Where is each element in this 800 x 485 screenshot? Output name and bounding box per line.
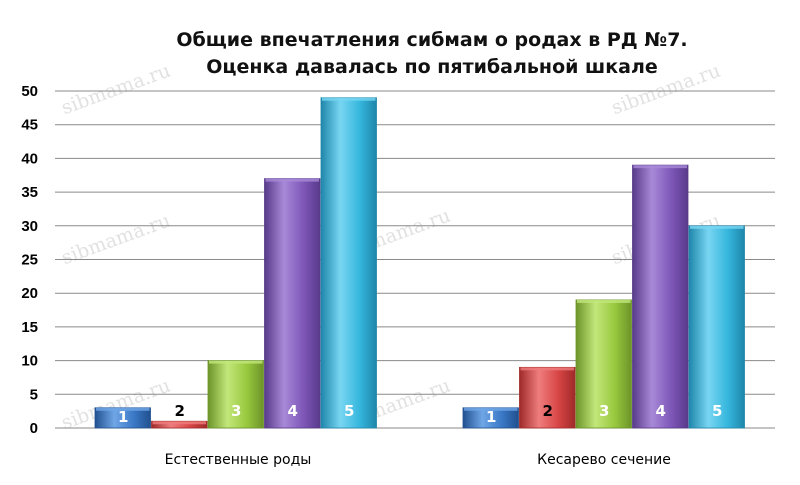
chart-title-line-1: Общие впечатления сибмам о родах в РД №7… bbox=[176, 29, 687, 51]
chart-title-line-2: Оценка давалась по пятибальной шкале bbox=[206, 56, 658, 78]
data-label-cesarean-2: 2 bbox=[543, 402, 553, 420]
data-label-natural-2: 2 bbox=[175, 402, 185, 420]
bar-top-highlight bbox=[265, 178, 319, 182]
data-label-natural-1: 1 bbox=[118, 408, 128, 426]
data-label-natural-3: 3 bbox=[231, 402, 241, 420]
y-tick-label-30: 30 bbox=[21, 218, 38, 235]
y-tick-label-10: 10 bbox=[21, 353, 38, 370]
x-category-label-1: Кесарево сечение bbox=[537, 452, 671, 468]
x-axis-categories: Естественные роды Кесарево сечение bbox=[165, 452, 671, 468]
data-label-natural-4: 4 bbox=[288, 402, 298, 420]
y-tick-label-5: 5 bbox=[30, 386, 38, 403]
bar-top-highlight bbox=[577, 299, 631, 303]
bar-cesarean-score-3 bbox=[575, 299, 632, 429]
x-category-label-0: Естественные роды bbox=[165, 452, 312, 468]
bar-top-highlight bbox=[633, 165, 687, 169]
bar-cesarean-score-5 bbox=[688, 225, 745, 429]
data-label-cesarean-4: 4 bbox=[656, 402, 666, 420]
y-tick-label-40: 40 bbox=[21, 150, 38, 167]
data-label-cesarean-1: 1 bbox=[486, 408, 496, 426]
watermark-text: sibmama.ru bbox=[59, 60, 174, 120]
y-tick-label-35: 35 bbox=[21, 184, 38, 201]
bar-top-highlight bbox=[690, 225, 744, 229]
bar-top-highlight bbox=[322, 97, 376, 101]
watermark-text: sibmama.ru bbox=[59, 210, 174, 270]
data-labels: 1 2 3 4 5 1 2 3 4 5 bbox=[118, 402, 722, 426]
y-tick-label-15: 15 bbox=[21, 319, 38, 336]
bars bbox=[94, 97, 745, 429]
bar-natural-score-5 bbox=[320, 97, 377, 429]
y-tick-label-50: 50 bbox=[21, 83, 38, 100]
data-label-cesarean-3: 3 bbox=[599, 402, 609, 420]
bar-top-highlight bbox=[464, 407, 518, 411]
y-tick-label-20: 20 bbox=[21, 285, 38, 302]
bar-top-highlight bbox=[152, 421, 206, 425]
data-label-cesarean-5: 5 bbox=[712, 402, 722, 420]
bar-top-highlight bbox=[209, 360, 263, 364]
bar-natural-score-4 bbox=[264, 178, 321, 429]
bar-top-highlight bbox=[96, 407, 150, 411]
y-tick-label-45: 45 bbox=[21, 117, 38, 134]
y-axis-ticks: 0 5 10 15 20 25 30 35 40 45 50 bbox=[21, 83, 38, 437]
y-tick-label-0: 0 bbox=[30, 420, 38, 437]
bar-natural-score-3 bbox=[207, 360, 264, 429]
bar-top-highlight bbox=[520, 367, 574, 371]
y-tick-label-25: 25 bbox=[21, 252, 38, 269]
bar-cesarean-score-4 bbox=[632, 164, 689, 429]
bar-cesarean-score-2 bbox=[519, 366, 576, 429]
data-label-natural-5: 5 bbox=[344, 402, 354, 420]
